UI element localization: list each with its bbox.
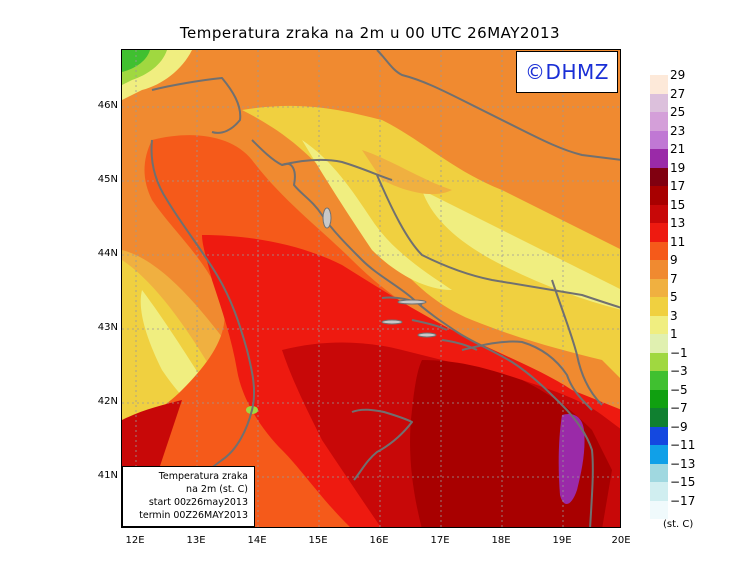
legend-label: 19: [670, 160, 686, 175]
legend-swatch: [650, 352, 668, 371]
legend-units: (st. C): [663, 519, 694, 530]
legend-label: 3: [670, 308, 678, 323]
legend-swatch: [650, 278, 668, 297]
legend-label: 7: [670, 271, 678, 286]
info-line-start: start 00z26may2013: [148, 497, 248, 508]
lon-label-20e: 20E: [611, 535, 631, 546]
legend-label: −17: [670, 493, 696, 508]
legend-label: −11: [670, 438, 696, 452]
lon-label-12e: 12E: [125, 535, 145, 546]
legend-swatch: [650, 371, 668, 390]
legend-swatch: [650, 204, 668, 223]
lat-label-42n: 42N: [97, 396, 118, 407]
legend-swatch: [650, 334, 668, 353]
lon-label-18e: 18E: [491, 535, 511, 546]
legend-label: 13: [670, 216, 686, 230]
legend-label: −5: [670, 382, 688, 397]
legend-label: 5: [670, 290, 678, 304]
legend-swatch: [650, 463, 668, 482]
legend-label: −9: [670, 419, 688, 434]
legend-swatch: [650, 112, 668, 131]
legend-swatch: [650, 482, 668, 501]
albania-hot-patch: [558, 413, 585, 505]
legend-swatch: [650, 223, 668, 242]
lat-label-45n: 45N: [97, 174, 118, 185]
legend-swatch: [650, 297, 668, 316]
lat-label-43n: 43N: [97, 322, 118, 333]
lon-label-17e: 17E: [430, 535, 450, 546]
info-box: Temperatura zraka na 2m (st. C) start 00…: [122, 466, 255, 527]
legend-swatch: [650, 186, 668, 205]
map-title: Temperatura zraka na 2m u 00 UTC 26MAY20…: [179, 24, 561, 42]
legend-label: 11: [670, 234, 686, 249]
legend-label: −15: [670, 475, 696, 489]
lon-label-13e: 13E: [186, 535, 206, 546]
coastlines: [122, 50, 620, 527]
info-line-valid: termin 00Z26MAY2013: [139, 510, 248, 521]
legend-label: 1: [670, 327, 678, 341]
lon-label-19e: 19E: [552, 535, 572, 546]
legend-swatch: [650, 408, 668, 427]
lat-label-46n: 46N: [97, 100, 118, 111]
legend-swatch: [650, 500, 668, 519]
info-line-units: na 2m (st. C): [186, 484, 248, 495]
legend-swatch: [650, 241, 668, 260]
lon-label-16e: 16E: [369, 535, 389, 546]
lon-label-14e: 14E: [247, 535, 267, 546]
lat-label-44n: 44N: [97, 248, 118, 259]
legend-label: 27: [670, 86, 686, 101]
legend-label: 25: [670, 105, 686, 119]
cold-spot-bosnia: [422, 190, 620, 310]
legend-swatch: [650, 167, 668, 186]
legend-label: −1: [670, 345, 688, 360]
legend-label: 29: [670, 68, 686, 82]
legend-label: −7: [670, 401, 688, 415]
islands: [322, 207, 437, 338]
graticule: [122, 50, 620, 527]
info-line-variable: Temperatura zraka: [158, 471, 248, 482]
legend-label: 21: [670, 142, 686, 156]
legend-label: 17: [670, 179, 686, 193]
legend-label: 23: [670, 123, 686, 138]
warm-zone-north: [362, 150, 452, 195]
legend-label: 15: [670, 197, 686, 212]
legend-label: −3: [670, 364, 688, 378]
legend-swatch: [650, 130, 668, 149]
temperature-field: [122, 50, 620, 527]
lat-label-41n: 41N: [97, 470, 118, 481]
legend-swatch: [650, 426, 668, 445]
legend-swatch: [650, 93, 668, 112]
temperature-map: [121, 49, 621, 528]
legend-label: −13: [670, 456, 696, 471]
legend-swatch: [650, 75, 668, 94]
legend-swatch: [650, 389, 668, 408]
legend-swatch: [650, 149, 668, 168]
dhmz-logo: ©DHMZ: [516, 51, 618, 93]
legend-swatch: [650, 315, 668, 334]
cold-spot-velebit: [302, 140, 452, 290]
legend-swatch: [650, 445, 668, 464]
legend-label: 9: [670, 253, 678, 267]
lon-label-15e: 15E: [308, 535, 328, 546]
legend-swatch: [650, 260, 668, 279]
